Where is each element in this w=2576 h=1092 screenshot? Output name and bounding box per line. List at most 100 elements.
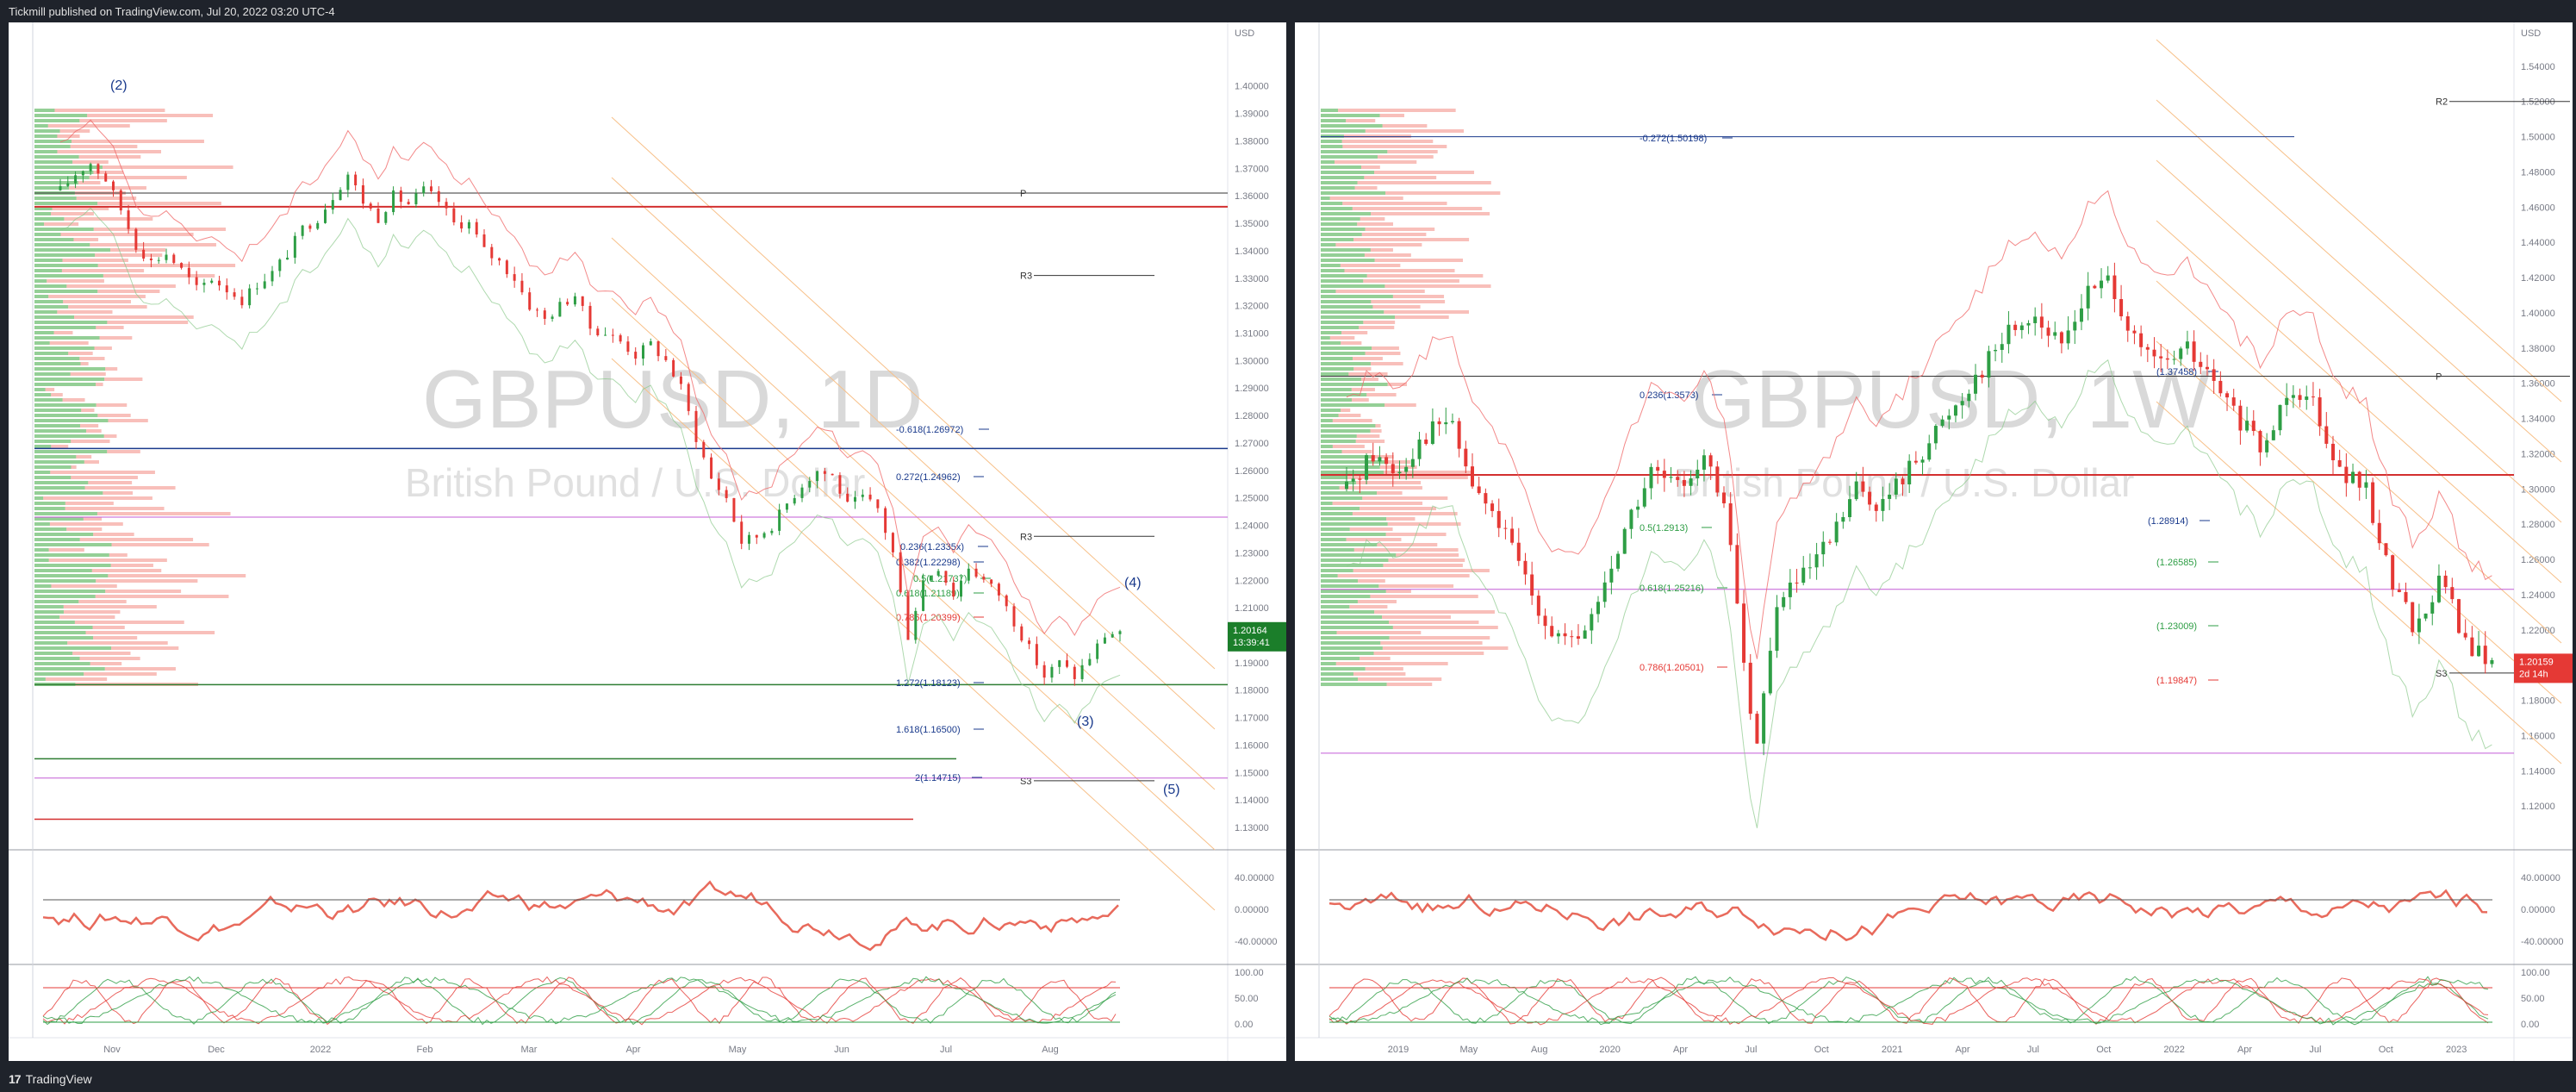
- stochastic-line: [42, 976, 1117, 1025]
- volume-profile-bar: [34, 129, 60, 133]
- candle-body: [482, 234, 486, 247]
- volume-profile-bar: [1374, 610, 1495, 614]
- volume-profile-bar: [1321, 657, 1360, 660]
- volume-profile-bar: [47, 279, 104, 283]
- candle-body: [2000, 344, 2004, 350]
- candle-body: [634, 352, 638, 359]
- volume-profile-bar: [107, 450, 140, 453]
- volume-profile-bar: [1321, 331, 1342, 334]
- volume-profile-bar: [34, 336, 100, 340]
- candle-body: [422, 186, 426, 194]
- pivot-level-label: S3: [1020, 777, 1031, 787]
- volume-profile-bar: [65, 507, 165, 510]
- candle-body: [528, 292, 532, 310]
- volume-profile-bar: [1321, 574, 1338, 577]
- candle-body: [1437, 421, 1441, 425]
- x-tick-label: Jul: [2309, 1045, 2321, 1055]
- candle-body: [104, 173, 108, 182]
- candle-body: [2086, 285, 2090, 309]
- volume-profile-bar: [71, 140, 204, 143]
- candle-body: [619, 335, 622, 342]
- volume-profile-bar: [1365, 129, 1464, 133]
- volume-profile-bar: [72, 160, 109, 164]
- candle-body: [687, 384, 690, 411]
- volume-profile-bar: [34, 259, 63, 262]
- volume-profile-bar: [1321, 119, 1347, 122]
- volume-profile-bar: [34, 657, 80, 660]
- candle-body: [1523, 560, 1528, 575]
- rsi-tick-label: -40.00000: [1235, 937, 1278, 947]
- fib-level-label: (1.26585): [2156, 558, 2197, 568]
- weekly-chart-panel[interactable]: GBPUSD, 1W British Pound / U.S. Dollar USD…: [1295, 22, 2573, 1061]
- tradingview-logo[interactable]: 17 TradingView: [9, 1072, 92, 1086]
- volume-profile-bar: [71, 476, 138, 479]
- fib-level-label: 0.272(1.24962): [896, 472, 961, 483]
- candle-body: [1035, 644, 1038, 665]
- candle-body: [1111, 633, 1114, 638]
- candle-body: [1103, 637, 1106, 644]
- volume-profile-bar: [109, 553, 128, 557]
- candle-body: [2311, 396, 2315, 398]
- candle-body: [2337, 460, 2342, 467]
- volume-profile-bar: [34, 600, 79, 603]
- candle-body: [195, 277, 198, 285]
- volume-profile-bar: [81, 409, 95, 412]
- x-tick-label: Jul: [1745, 1045, 1757, 1055]
- volume-profile-bar: [1321, 362, 1371, 365]
- candle-body: [1735, 545, 1739, 604]
- y-tick-label: 1.18000: [2521, 696, 2555, 707]
- candle-body: [452, 208, 456, 222]
- volume-profile-bar: [1354, 186, 1378, 190]
- volume-profile-bar: [1321, 253, 1365, 257]
- tradingview-brand: TradingView: [25, 1072, 92, 1086]
- candle-body: [467, 222, 470, 229]
- volume-profile-bar: [1321, 533, 1386, 536]
- volume-profile-bar: [1321, 677, 1359, 681]
- volume-profile-bar: [1364, 253, 1411, 257]
- lower-band-line: [59, 207, 1121, 724]
- volume-profile-bar: [78, 155, 141, 159]
- candle-body: [960, 580, 962, 597]
- volume-profile-bar: [103, 491, 134, 495]
- x-tick-label: May: [729, 1045, 747, 1055]
- volume-profile-bar: [45, 388, 55, 391]
- candle-body: [1576, 636, 1580, 640]
- x-tick-label: Feb: [417, 1045, 433, 1055]
- volume-profile-bar: [1363, 279, 1459, 283]
- volume-profile-bar: [1335, 160, 1417, 164]
- volume-profile-bar: [34, 326, 96, 329]
- y-tick-label: 1.22000: [1235, 576, 1269, 586]
- publisher-bar: Tickmill published on TradingView.com, J…: [0, 0, 2576, 22]
- y-tick-label: 1.16000: [1235, 740, 1269, 751]
- candle-body: [1920, 459, 1925, 463]
- volume-profile-bar: [1321, 228, 1366, 231]
- candle-body: [2483, 646, 2487, 665]
- candle-body: [513, 274, 516, 281]
- volume-profile-bar: [1321, 646, 1383, 650]
- daily-chart-panel[interactable]: GBPUSD, 1D British Pound / U.S. Dollar USD…: [9, 22, 1286, 1061]
- volume-profile-bar: [34, 264, 98, 267]
- candle-body: [384, 212, 388, 223]
- channel-line: [2156, 340, 2562, 704]
- volume-profile-bar: [34, 584, 52, 588]
- elliott-wave-label: (4): [1124, 576, 1142, 590]
- candle-body: [2225, 393, 2230, 398]
- candle-body: [437, 190, 440, 203]
- candle-body: [1775, 607, 1779, 652]
- y-tick-label: 1.42000: [2521, 273, 2555, 284]
- pivot-level-label: R2: [2436, 97, 2448, 108]
- volume-profile-bar: [34, 378, 105, 381]
- candle-body: [1066, 660, 1068, 667]
- channel-line: [2156, 99, 2562, 463]
- volume-profile-bar: [1341, 409, 1351, 412]
- volume-profile-bar: [1321, 450, 1342, 453]
- volume-profile-bar: [68, 352, 93, 355]
- volume-profile-bar: [1321, 300, 1372, 303]
- candle-body: [2079, 308, 2083, 322]
- candle-body: [1424, 439, 1428, 445]
- volume-profile-bar: [34, 176, 90, 179]
- candle-body: [1649, 466, 1653, 489]
- volume-profile-bar: [1321, 424, 1376, 427]
